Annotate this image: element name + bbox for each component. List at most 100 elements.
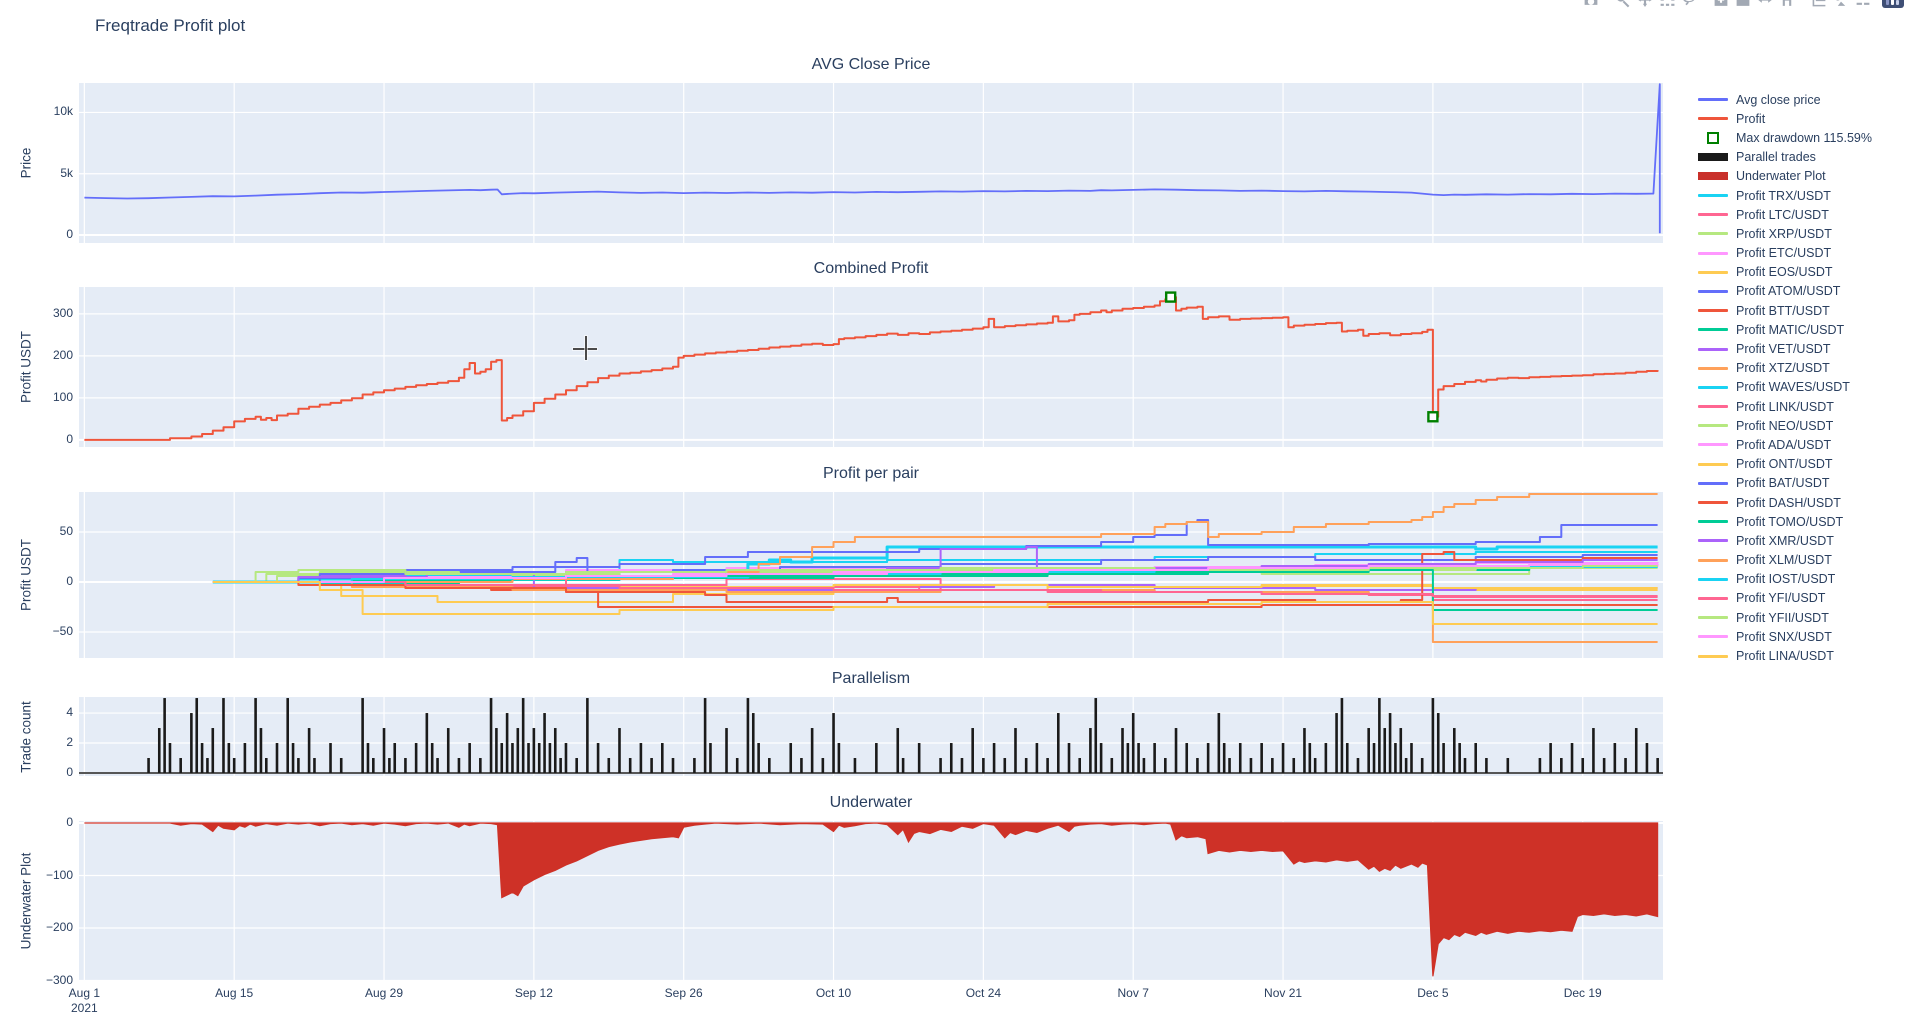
line-swatch-icon xyxy=(1698,347,1728,351)
line-swatch-icon xyxy=(1698,251,1728,255)
legend-item-profit-ont-usdt[interactable]: Profit ONT/USDT xyxy=(1698,455,1872,474)
legend-label: Profit SNX/USDT xyxy=(1736,629,1832,644)
line-swatch-icon xyxy=(1698,558,1728,562)
line-swatch-icon xyxy=(1698,309,1728,313)
line-swatch-icon xyxy=(1698,520,1728,524)
legend-item-profit[interactable]: Profit xyxy=(1698,109,1872,128)
legend-item-profit-waves-usdt[interactable]: Profit WAVES/USDT xyxy=(1698,378,1872,397)
legend-item-avg-close-price[interactable]: Avg close price xyxy=(1698,90,1872,109)
legend-item-profit-atom-usdt[interactable]: Profit ATOM/USDT xyxy=(1698,282,1872,301)
legend-label: Profit MATIC/USDT xyxy=(1736,322,1845,337)
y-tick-label: 4 xyxy=(66,705,73,720)
legend-item-profit-xmr-usdt[interactable]: Profit XMR/USDT xyxy=(1698,531,1872,550)
plotly-logo-icon[interactable] xyxy=(1882,0,1904,8)
pan-icon[interactable] xyxy=(1636,0,1654,8)
autoscale-icon[interactable] xyxy=(1756,0,1774,8)
box-select-icon[interactable] xyxy=(1658,0,1676,8)
legend-item-profit-iost-usdt[interactable]: Profit IOST/USDT xyxy=(1698,570,1872,589)
legend-item-profit-bat-usdt[interactable]: Profit BAT/USDT xyxy=(1698,474,1872,493)
plotly-modebar xyxy=(1568,0,1904,8)
x-tick-label: Oct 10 xyxy=(815,986,852,1000)
line-swatch-icon xyxy=(1698,405,1728,409)
legend-item-profit-ltc-usdt[interactable]: Profit LTC/USDT xyxy=(1698,205,1872,224)
y-tick-label: −200 xyxy=(45,920,73,934)
zoom-icon[interactable] xyxy=(1614,0,1632,8)
line-swatch-icon xyxy=(1698,328,1728,332)
hover-compare-icon[interactable] xyxy=(1854,0,1872,8)
series-profit-xlm-usdt xyxy=(212,493,1658,583)
legend-item-underwater-plot[interactable]: Underwater Plot xyxy=(1698,167,1872,186)
legend-item-parallel-trades[interactable]: Parallel trades xyxy=(1698,148,1872,167)
y-tick-label: 100 xyxy=(52,389,73,404)
legend-item-max-drawdown-115-59-[interactable]: Max drawdown 115.59% xyxy=(1698,128,1872,147)
subplot-title-profit-per-pair: Profit per pair xyxy=(822,465,920,482)
legend-item-profit-tomo-usdt[interactable]: Profit TOMO/USDT xyxy=(1698,512,1872,531)
underwater-area xyxy=(84,822,1659,977)
plot-area-underwater[interactable] xyxy=(79,821,1663,980)
plot-area-profit-per-pair[interactable] xyxy=(79,492,1663,658)
legend-item-profit-eos-usdt[interactable]: Profit EOS/USDT xyxy=(1698,263,1872,282)
spikelines-icon[interactable] xyxy=(1810,0,1828,8)
x-tick-label: Aug 1 2021 xyxy=(68,986,101,1015)
legend-label: Profit BTT/USDT xyxy=(1736,303,1830,318)
y-tick-label: 0 xyxy=(66,431,73,446)
series-profit-bat-usdt xyxy=(212,519,1658,583)
legend-item-profit-ada-usdt[interactable]: Profit ADA/USDT xyxy=(1698,435,1872,454)
legend-item-profit-vet-usdt[interactable]: Profit VET/USDT xyxy=(1698,339,1872,358)
y-tick-label: 10k xyxy=(53,104,73,119)
legend-item-profit-neo-usdt[interactable]: Profit NEO/USDT xyxy=(1698,416,1872,435)
lasso-select-icon[interactable] xyxy=(1680,0,1698,8)
legend-label: Profit XTZ/USDT xyxy=(1736,361,1830,376)
legend-item-profit-xtz-usdt[interactable]: Profit XTZ/USDT xyxy=(1698,359,1872,378)
y-tick-label: −50 xyxy=(52,624,73,638)
legend-item-profit-trx-usdt[interactable]: Profit TRX/USDT xyxy=(1698,186,1872,205)
subplot-title-avg-close-price: AVG Close Price xyxy=(811,56,931,73)
series-profit-dash-usdt xyxy=(212,551,1658,603)
legend-item-profit-matic-usdt[interactable]: Profit MATIC/USDT xyxy=(1698,320,1872,339)
line-swatch-icon xyxy=(1698,443,1728,447)
x-tick-label: Aug 15 xyxy=(215,986,254,1000)
y-tick-label: −300 xyxy=(45,972,73,987)
series-profit xyxy=(84,296,1659,441)
legend-item-profit-lina-usdt[interactable]: Profit LINA/USDT xyxy=(1698,646,1872,665)
line-swatch-icon xyxy=(1698,596,1728,600)
legend-label: Profit LINK/USDT xyxy=(1736,399,1834,414)
legend-label: Profit TRX/USDT xyxy=(1736,188,1831,203)
legend: Avg close price Profit Max drawdown 115.59… xyxy=(1698,90,1872,666)
legend-item-profit-etc-usdt[interactable]: Profit ETC/USDT xyxy=(1698,244,1872,263)
series-profit-snx-usdt xyxy=(212,563,1658,583)
plot-area-avg-close-price[interactable] xyxy=(79,83,1663,243)
line-swatch-icon xyxy=(1698,616,1728,620)
legend-item-profit-xlm-usdt[interactable]: Profit XLM/USDT xyxy=(1698,551,1872,570)
legend-label: Profit BAT/USDT xyxy=(1736,476,1830,491)
zoom-in-icon[interactable] xyxy=(1712,0,1730,8)
y-tick-label: 5k xyxy=(60,165,73,180)
legend-item-profit-link-usdt[interactable]: Profit LINK/USDT xyxy=(1698,397,1872,416)
legend-item-profit-yfi-usdt[interactable]: Profit YFI/USDT xyxy=(1698,589,1872,608)
legend-label: Profit YFI/USDT xyxy=(1736,591,1826,606)
legend-label: Profit ATOM/USDT xyxy=(1736,284,1841,299)
legend-item-profit-snx-usdt[interactable]: Profit SNX/USDT xyxy=(1698,627,1872,646)
legend-label: Underwater Plot xyxy=(1736,169,1826,184)
hover-closest-icon[interactable] xyxy=(1832,0,1850,8)
line-swatch-icon xyxy=(1698,117,1728,121)
plot-area-parallelism[interactable] xyxy=(79,697,1663,776)
zoom-out-icon[interactable] xyxy=(1734,0,1752,8)
legend-label: Profit TOMO/USDT xyxy=(1736,514,1844,529)
line-swatch-icon xyxy=(1698,539,1728,543)
legend-label: Profit ETC/USDT xyxy=(1736,246,1832,261)
x-tick-label: Nov 7 xyxy=(1117,986,1149,1000)
bar-swatch-icon xyxy=(1698,172,1728,181)
download-plot-icon[interactable] xyxy=(1582,0,1600,8)
reset-axes-icon[interactable] xyxy=(1778,0,1796,8)
legend-item-profit-dash-usdt[interactable]: Profit DASH/USDT xyxy=(1698,493,1872,512)
legend-label: Profit IOST/USDT xyxy=(1736,572,1836,587)
series-profit-lina-usdt xyxy=(212,581,1658,625)
y-tick-label: 2 xyxy=(66,735,73,750)
legend-label: Profit XMR/USDT xyxy=(1736,533,1834,548)
legend-label: Profit ONT/USDT xyxy=(1736,457,1833,472)
plot-area-combined-profit[interactable] xyxy=(79,287,1663,447)
legend-item-profit-yfii-usdt[interactable]: Profit YFII/USDT xyxy=(1698,608,1872,627)
legend-item-profit-xrp-usdt[interactable]: Profit XRP/USDT xyxy=(1698,224,1872,243)
legend-item-profit-btt-usdt[interactable]: Profit BTT/USDT xyxy=(1698,301,1872,320)
